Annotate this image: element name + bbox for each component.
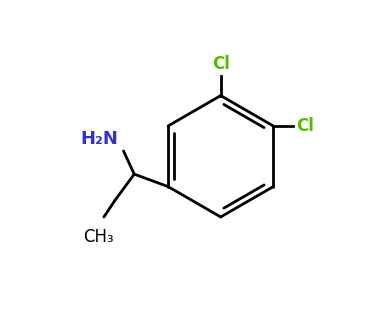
Text: CH₃: CH₃ [83,228,114,246]
Text: Cl: Cl [296,117,314,135]
Text: Cl: Cl [212,55,230,74]
Text: H₂N: H₂N [80,130,118,148]
